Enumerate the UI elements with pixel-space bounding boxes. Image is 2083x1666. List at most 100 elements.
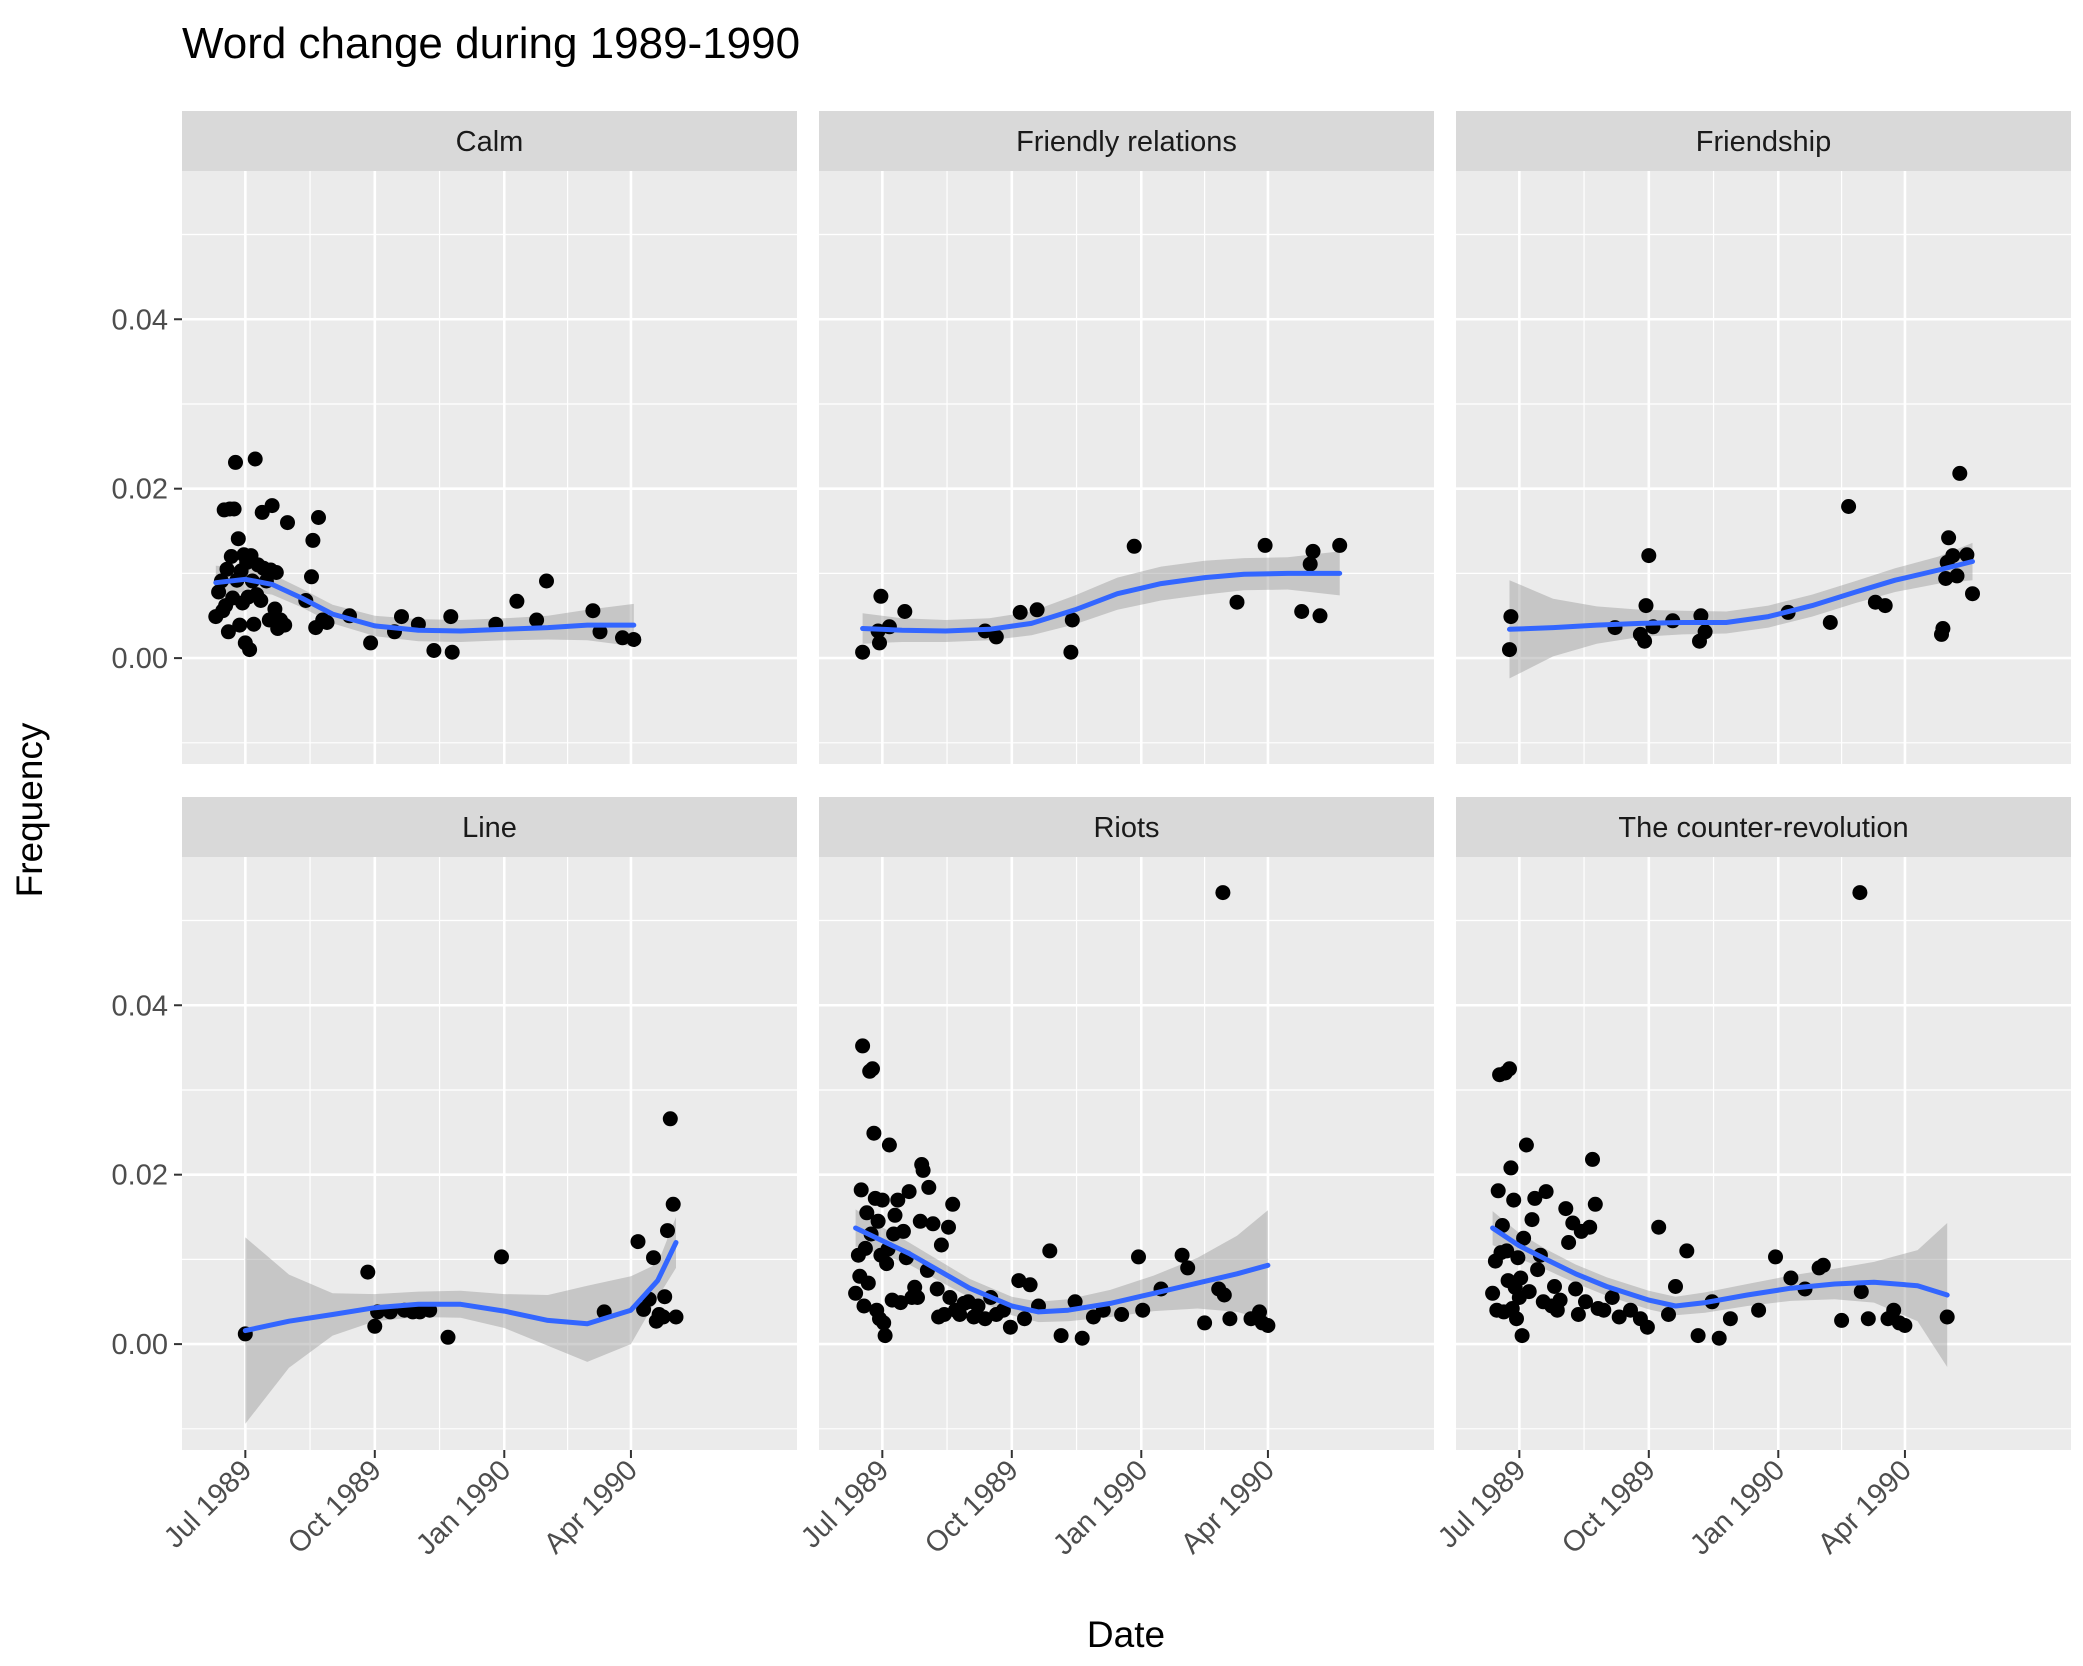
- data-point: [1853, 1284, 1869, 1300]
- data-point: [1229, 594, 1245, 610]
- data-point: [1022, 1277, 1038, 1293]
- facet-panel: [1456, 857, 2071, 1450]
- x-tick-label: Apr 1990: [1175, 1454, 1281, 1560]
- data-point: [876, 1315, 892, 1331]
- data-point: [1042, 1243, 1058, 1259]
- data-point: [942, 1290, 958, 1305]
- data-point: [367, 1318, 383, 1334]
- data-point: [893, 1295, 909, 1311]
- data-point: [1216, 1287, 1232, 1303]
- data-point: [1570, 1307, 1586, 1322]
- data-point: [219, 561, 235, 577]
- data-point: [223, 549, 239, 564]
- data-point: [1552, 1292, 1568, 1308]
- facet-strip-label: Riots: [1093, 812, 1159, 844]
- facet-panel: [819, 171, 1434, 764]
- data-point: [1852, 885, 1868, 901]
- data-point: [1514, 1328, 1530, 1344]
- data-point: [1490, 1183, 1506, 1199]
- data-point: [1693, 608, 1709, 624]
- data-point: [1938, 571, 1954, 586]
- data-point: [856, 1298, 872, 1314]
- data-point: [848, 1285, 864, 1301]
- data-point: [897, 604, 913, 619]
- data-point: [1012, 604, 1028, 620]
- y-tick-label: 0.04: [112, 304, 168, 336]
- data-point: [539, 573, 554, 589]
- data-point: [1952, 465, 1968, 481]
- y-axis-title: Frequency: [9, 722, 50, 897]
- data-point: [873, 588, 889, 604]
- data-point: [1949, 568, 1965, 584]
- data-point: [363, 635, 379, 651]
- data-point: [1822, 615, 1838, 630]
- data-point: [1332, 537, 1348, 553]
- data-point: [877, 1328, 893, 1344]
- data-point: [1568, 1281, 1584, 1297]
- data-point: [1174, 1247, 1190, 1263]
- data-point: [630, 1234, 646, 1250]
- x-tick-label: Oct 1989: [1556, 1454, 1662, 1560]
- data-point: [912, 1213, 928, 1229]
- data-point: [529, 612, 545, 628]
- data-point: [1530, 1262, 1546, 1278]
- x-axis-title: Date: [1087, 1614, 1165, 1655]
- facet-panel: [819, 857, 1434, 1450]
- trend-line: [213, 576, 637, 634]
- data-point: [1604, 1290, 1620, 1305]
- data-point: [1215, 885, 1231, 901]
- data-point: [1935, 621, 1951, 636]
- trend-line: [1507, 559, 1975, 632]
- data-point: [443, 609, 459, 625]
- data-point: [1197, 1315, 1213, 1331]
- data-point: [1587, 1196, 1603, 1212]
- facet-line: Line 0.00 0.02 0.04 Jul 1989 Oct 1989 Jan 1990…: [112, 797, 797, 1561]
- confidence-band: [245, 1217, 677, 1424]
- data-point: [1860, 1311, 1876, 1327]
- data-point: [1768, 1249, 1783, 1265]
- data-point: [1180, 1260, 1196, 1276]
- x-tick-label: Apr 1990: [538, 1454, 644, 1560]
- data-point: [1897, 1318, 1913, 1333]
- data-point: [1941, 530, 1957, 546]
- trend-line: [860, 570, 1343, 634]
- data-point: [1596, 1302, 1612, 1318]
- data-point: [1302, 556, 1318, 572]
- data-point: [855, 644, 871, 660]
- data-point: [1641, 548, 1657, 564]
- data-point: [870, 1213, 886, 1229]
- data-point: [305, 532, 321, 548]
- data-point: [1965, 586, 1980, 602]
- data-point: [1679, 1243, 1695, 1259]
- y-tick-label: 0.02: [112, 1160, 168, 1192]
- data-point: [1651, 1219, 1667, 1235]
- data-point: [1877, 598, 1893, 614]
- facet-riots: Riots Jul 1989 Oct 1989 Jan 1990 Apr 1990: [795, 797, 1434, 1561]
- data-point: [646, 1250, 661, 1266]
- facet-friendship: Friendship: [1456, 111, 2071, 764]
- data-point: [1502, 1061, 1517, 1077]
- data-point: [311, 510, 326, 525]
- facet-panel: [1456, 171, 2071, 764]
- data-point: [304, 569, 319, 585]
- data-point: [394, 609, 409, 625]
- facet-strip: [182, 111, 797, 171]
- data-point: [657, 1289, 673, 1305]
- data-point: [921, 1179, 937, 1195]
- data-point: [1668, 1279, 1683, 1294]
- data-point: [1639, 1319, 1655, 1335]
- x-tick-label: Jan 1990: [1047, 1454, 1154, 1561]
- facet-the-counter-revolution: The counter-revolution Jul 1989 Oct 1989 Ja…: [1432, 797, 2071, 1561]
- data-point: [242, 642, 258, 658]
- y-tick-label: 0.04: [112, 990, 168, 1022]
- data-point: [1312, 608, 1328, 624]
- data-point: [1516, 1230, 1532, 1246]
- data-point: [895, 1223, 911, 1239]
- data-point: [665, 1196, 681, 1212]
- data-point: [230, 531, 246, 547]
- data-point: [1521, 1284, 1537, 1300]
- data-point: [1945, 548, 1961, 564]
- data-point: [901, 1184, 917, 1200]
- data-point: [1222, 1311, 1238, 1327]
- data-point: [1017, 1311, 1032, 1327]
